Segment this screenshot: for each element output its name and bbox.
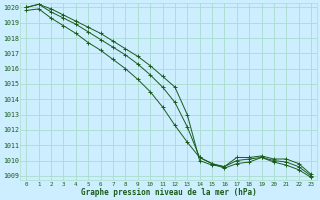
X-axis label: Graphe pression niveau de la mer (hPa): Graphe pression niveau de la mer (hPa)	[81, 188, 257, 197]
